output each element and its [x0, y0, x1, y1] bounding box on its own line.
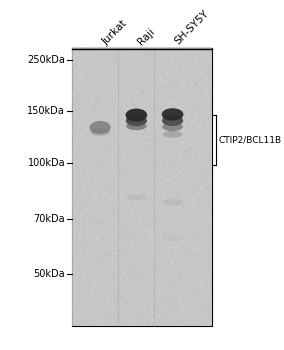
- Bar: [72, 48, 212, 326]
- Text: 100kDa: 100kDa: [28, 158, 65, 168]
- Ellipse shape: [89, 121, 111, 134]
- Text: 150kDa: 150kDa: [28, 106, 65, 116]
- Text: Jurkat: Jurkat: [100, 18, 129, 47]
- Text: SH-SY5Y: SH-SY5Y: [173, 9, 211, 47]
- Ellipse shape: [126, 115, 147, 126]
- Ellipse shape: [162, 108, 183, 121]
- Ellipse shape: [162, 115, 183, 126]
- Text: Raji: Raji: [136, 26, 157, 47]
- Ellipse shape: [162, 122, 183, 131]
- Text: 70kDa: 70kDa: [34, 215, 65, 224]
- Ellipse shape: [91, 128, 110, 136]
- Ellipse shape: [163, 131, 182, 138]
- Ellipse shape: [162, 199, 183, 206]
- Text: 250kDa: 250kDa: [27, 55, 65, 65]
- Ellipse shape: [162, 236, 183, 241]
- Text: CTIP2/BCL11B: CTIP2/BCL11B: [219, 135, 282, 144]
- Ellipse shape: [126, 108, 147, 121]
- Ellipse shape: [126, 122, 147, 130]
- Ellipse shape: [126, 194, 147, 200]
- Text: 50kDa: 50kDa: [34, 270, 65, 279]
